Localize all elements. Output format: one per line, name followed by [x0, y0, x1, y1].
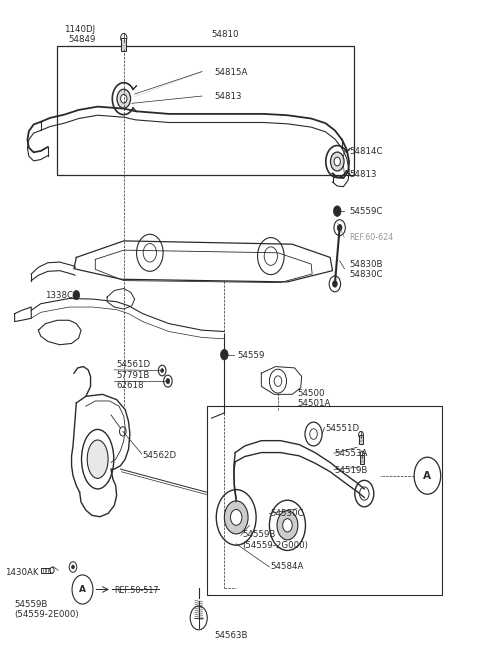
Text: 54810: 54810	[212, 30, 239, 39]
Text: REF.50-517: REF.50-517	[114, 586, 159, 595]
Bar	[57, 46, 354, 175]
Circle shape	[360, 487, 369, 500]
Text: 54813: 54813	[214, 92, 241, 101]
Circle shape	[269, 500, 305, 550]
Bar	[207, 406, 442, 595]
Text: 54814C: 54814C	[349, 147, 383, 156]
Circle shape	[120, 94, 127, 103]
Text: 54551D: 54551D	[325, 424, 360, 433]
Text: 54561D
57791B
62618: 54561D 57791B 62618	[117, 360, 151, 390]
Circle shape	[120, 33, 127, 42]
Text: 54562D: 54562D	[143, 452, 177, 460]
Text: 54519B: 54519B	[335, 466, 368, 475]
Text: 1338CA: 1338CA	[46, 291, 79, 299]
Circle shape	[359, 432, 363, 438]
Circle shape	[310, 429, 317, 440]
Circle shape	[50, 568, 54, 573]
Circle shape	[283, 519, 292, 532]
Text: 54830B
54830C: 54830B 54830C	[349, 259, 383, 279]
Circle shape	[334, 219, 345, 235]
Text: REF.60-624: REF.60-624	[349, 233, 394, 242]
Circle shape	[69, 562, 77, 572]
Text: 54530C: 54530C	[271, 509, 304, 518]
Circle shape	[360, 452, 365, 458]
Circle shape	[264, 247, 277, 265]
Circle shape	[329, 276, 341, 292]
Circle shape	[305, 422, 322, 446]
Circle shape	[158, 366, 166, 376]
Circle shape	[269, 370, 287, 393]
Circle shape	[137, 234, 163, 271]
Text: A: A	[423, 471, 432, 481]
Text: A: A	[79, 585, 86, 594]
Circle shape	[117, 89, 131, 108]
Circle shape	[220, 350, 228, 360]
Circle shape	[120, 427, 126, 436]
Circle shape	[230, 510, 242, 526]
Circle shape	[258, 237, 284, 275]
Text: 54559B
(54559-2E000): 54559B (54559-2E000)	[14, 600, 79, 619]
Circle shape	[274, 376, 282, 386]
Bar	[360, 454, 364, 464]
Circle shape	[143, 243, 156, 262]
Text: 54559B
(54559-2G000): 54559B (54559-2G000)	[242, 530, 308, 550]
Ellipse shape	[82, 430, 114, 489]
Bar	[359, 435, 363, 444]
Circle shape	[333, 281, 337, 287]
Circle shape	[330, 152, 344, 171]
Bar	[121, 38, 126, 51]
Circle shape	[166, 378, 170, 384]
Circle shape	[277, 511, 298, 540]
Circle shape	[164, 375, 172, 387]
Text: 54553A: 54553A	[335, 450, 368, 458]
Ellipse shape	[87, 440, 108, 478]
Circle shape	[355, 480, 374, 507]
Text: 54584A: 54584A	[271, 562, 304, 572]
Text: 54500
54501A: 54500 54501A	[297, 389, 330, 408]
Text: 54813: 54813	[349, 170, 377, 179]
Circle shape	[216, 490, 256, 545]
Circle shape	[224, 501, 248, 534]
Circle shape	[334, 206, 341, 216]
Circle shape	[72, 565, 74, 569]
Text: 54559C: 54559C	[349, 207, 383, 215]
Bar	[41, 568, 51, 573]
Circle shape	[161, 369, 164, 373]
Text: 54559: 54559	[238, 351, 265, 360]
Circle shape	[190, 606, 207, 630]
Text: 1140DJ
54849: 1140DJ 54849	[64, 25, 96, 44]
Text: 1430AK: 1430AK	[5, 568, 39, 578]
Circle shape	[337, 224, 342, 231]
Circle shape	[73, 291, 80, 299]
Text: 54563B: 54563B	[214, 630, 247, 640]
Circle shape	[334, 157, 340, 166]
Text: 54815A: 54815A	[214, 68, 247, 77]
